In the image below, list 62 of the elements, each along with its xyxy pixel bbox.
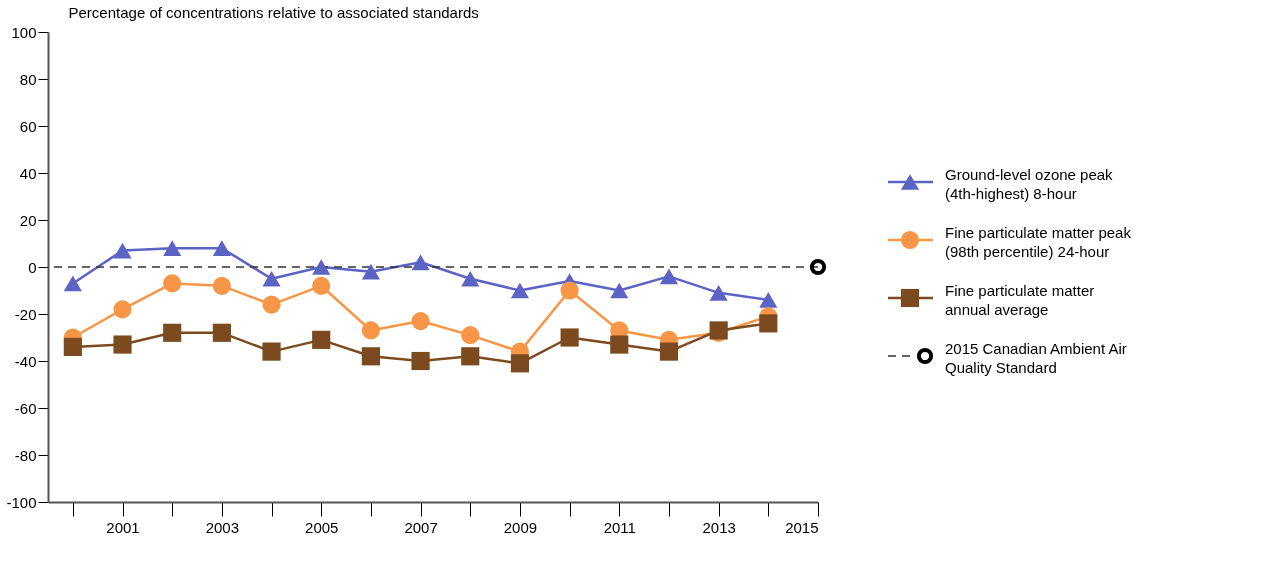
- point: [759, 314, 778, 333]
- x-tick-label: 2001: [106, 518, 140, 536]
- y-axis-title: Percentage of concentrations relative to associated standards: [68, 3, 479, 21]
- y-tick-label: 0: [28, 258, 37, 276]
- y-tick-label: 40: [19, 164, 37, 182]
- point: [461, 270, 480, 287]
- legend-label: Fine particulate matter annual average: [945, 281, 1095, 318]
- y-tick-label: -20: [14, 305, 37, 323]
- point: [361, 263, 380, 280]
- point: [759, 292, 778, 308]
- legend-label: Fine particulate matter peak (98th percentile) 24-hour: [945, 223, 1132, 260]
- point: [411, 351, 430, 371]
- point: [262, 342, 281, 361]
- y-tick-label: 20: [19, 211, 37, 229]
- point: [262, 270, 281, 287]
- x-tick-label: 2005: [305, 518, 339, 536]
- point: [212, 240, 231, 257]
- point: [411, 311, 430, 331]
- x-tick-label: 2015: [785, 518, 819, 536]
- x-tick-label: 2013: [702, 518, 736, 536]
- x-tick-label: 2009: [503, 518, 538, 536]
- point: [461, 326, 480, 345]
- point: [709, 284, 728, 301]
- point: [312, 276, 331, 295]
- y-tick-label: 100: [11, 23, 37, 41]
- point: [610, 282, 629, 299]
- point: [361, 321, 380, 340]
- point: [163, 274, 182, 293]
- x-tick-label: 2003: [205, 518, 240, 536]
- point: [113, 300, 132, 319]
- point: [510, 354, 530, 373]
- point: [163, 323, 182, 342]
- point: [659, 342, 679, 361]
- point: [510, 282, 530, 299]
- point: [113, 335, 132, 354]
- point: [809, 258, 827, 276]
- point: [63, 337, 82, 356]
- point: [560, 281, 579, 300]
- point: [262, 295, 281, 314]
- x-tick-label: 2007: [404, 518, 438, 536]
- y-tick-label: -80: [14, 446, 37, 464]
- point: [610, 335, 629, 354]
- point: [212, 323, 231, 342]
- legend-label: 2015 Canadian Ambient Air Quality Standard: [945, 339, 1127, 376]
- point: [411, 254, 430, 271]
- y-tick-label: -60: [14, 399, 37, 417]
- point: [659, 268, 679, 285]
- point: [113, 242, 132, 259]
- point: [312, 259, 331, 275]
- y-tick-label: -40: [14, 352, 37, 370]
- x-tick-label: 2011: [603, 518, 636, 536]
- point: [312, 330, 331, 349]
- point: [212, 276, 231, 295]
- y-tick-label: 80: [19, 70, 37, 88]
- legend-label: Ground-level ozone peak (4th-highest) 8-hour: [945, 165, 1114, 202]
- point: [560, 328, 579, 347]
- y-tick-label: 60: [19, 117, 37, 135]
- point: [361, 347, 380, 366]
- point: [461, 347, 480, 366]
- point: [63, 275, 82, 292]
- y-tick-label: -100: [6, 493, 37, 511]
- point: [163, 240, 182, 257]
